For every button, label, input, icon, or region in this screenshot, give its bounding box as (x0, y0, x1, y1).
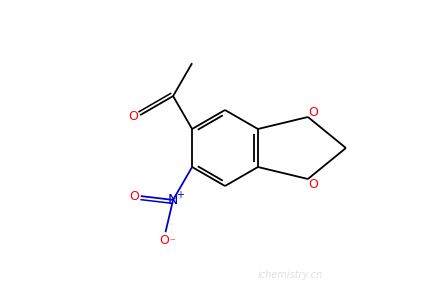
Text: +: + (176, 190, 184, 200)
Text: ⁻: ⁻ (169, 237, 175, 247)
Text: O: O (307, 177, 317, 191)
Text: ichemistry.cn: ichemistry.cn (257, 270, 322, 280)
Text: N: N (168, 193, 178, 207)
Text: O: O (129, 190, 138, 203)
Text: O: O (159, 234, 169, 247)
Text: O: O (307, 106, 317, 119)
Text: O: O (128, 110, 138, 123)
